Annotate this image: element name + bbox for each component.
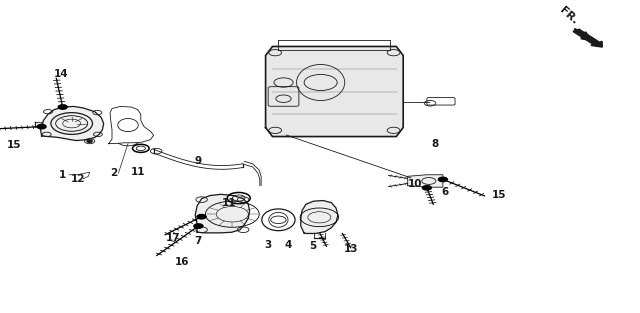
Text: 5: 5 — [308, 241, 316, 251]
Polygon shape — [408, 175, 443, 187]
Text: 11: 11 — [131, 167, 145, 177]
Circle shape — [37, 125, 46, 129]
Text: 2: 2 — [110, 168, 118, 178]
Text: 14: 14 — [54, 69, 68, 79]
Text: FR.: FR. — [558, 5, 580, 27]
FancyArrow shape — [573, 29, 602, 47]
Text: 3: 3 — [264, 240, 271, 250]
Circle shape — [197, 214, 206, 219]
Text: 9: 9 — [195, 156, 202, 166]
Text: 7: 7 — [195, 236, 202, 246]
Text: 10: 10 — [408, 179, 422, 189]
Text: 11: 11 — [222, 198, 236, 208]
Polygon shape — [266, 46, 403, 136]
Text: 15: 15 — [492, 190, 506, 200]
Text: 13: 13 — [344, 244, 358, 254]
Circle shape — [422, 186, 431, 190]
Text: 16: 16 — [175, 257, 189, 267]
Text: 15: 15 — [7, 140, 21, 150]
Polygon shape — [195, 194, 250, 233]
Polygon shape — [40, 106, 104, 141]
Text: 6: 6 — [441, 187, 449, 197]
Text: 12: 12 — [71, 174, 85, 184]
Circle shape — [58, 105, 67, 109]
Circle shape — [438, 177, 447, 182]
Text: 8: 8 — [431, 139, 439, 149]
Text: 17: 17 — [166, 233, 180, 244]
Circle shape — [194, 224, 203, 228]
Text: 4: 4 — [284, 240, 292, 250]
Polygon shape — [301, 201, 338, 233]
Text: 1: 1 — [59, 170, 67, 180]
Circle shape — [87, 140, 92, 142]
